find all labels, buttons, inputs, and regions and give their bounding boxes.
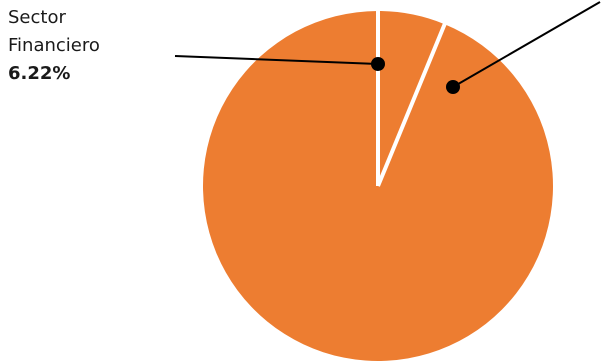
leader-dot-1	[371, 57, 385, 71]
leader-line-2	[452, 1, 601, 88]
slice-label-line1: Sector	[8, 7, 66, 28]
slice-value-label: 6.22%	[8, 63, 71, 84]
leader-lines	[174, 1, 601, 94]
leader-line-1	[174, 55, 379, 65]
slice-label-line2: Financiero	[8, 35, 100, 56]
slice-separator-2	[376, 22, 447, 187]
slice-separators	[376, 10, 447, 187]
slice-label-sector-financiero: Sector Financiero 6.22%	[8, 4, 100, 88]
leader-dot-2	[446, 80, 460, 94]
